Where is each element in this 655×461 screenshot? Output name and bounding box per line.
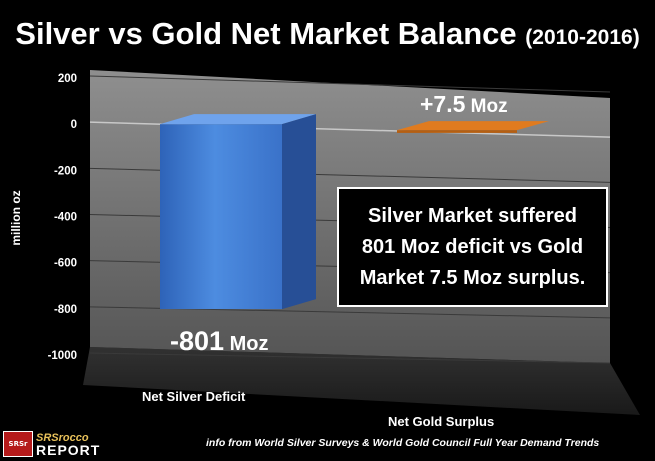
bar-gold-surplus: [397, 121, 549, 131]
annotation-line-3: Market 7.5 Moz surplus.: [359, 267, 586, 289]
title-main: Silver vs Gold Net Market Balance: [15, 16, 517, 51]
y-tick-label: -1000: [48, 350, 77, 362]
y-tick-label: -400: [54, 212, 77, 224]
floor: [83, 347, 640, 415]
logo-badge: SRSr: [3, 431, 33, 457]
chart-text: 200 0 -200 -400 -600 -800 -1000 million oz -801 …: [9, 73, 508, 429]
gridline: [89, 75, 611, 93]
bar-side-silver: [282, 114, 316, 310]
logo-line-2: REPORT: [36, 442, 101, 458]
bar-silver-deficit: [160, 124, 282, 310]
title-period: (2010-2016): [525, 26, 640, 49]
gridline: [89, 352, 611, 364]
bar-front-gold: [397, 130, 517, 133]
bar-top-silver: [160, 114, 316, 125]
annotation-box: Silver Market suffered 801 Moz deficit v…: [337, 187, 608, 307]
annotation-line-1: Silver Market suffered: [368, 205, 577, 227]
bars: [160, 114, 549, 310]
y-axis-label: million oz: [9, 190, 23, 245]
x-category-label: Net Silver Deficit: [142, 389, 246, 404]
y-tick-label: -600: [54, 258, 77, 270]
y-tick-label: -800: [54, 304, 77, 316]
logo-line-1: SRSrocco: [36, 432, 89, 444]
y-tick-label: 0: [71, 119, 77, 131]
y-tick-label: 200: [58, 73, 77, 85]
srsrocco-logo: SRSr SRSrocco REPORT: [3, 430, 100, 458]
data-label-gold: +7.5 Moz: [420, 91, 508, 117]
y-tick-label: -200: [54, 165, 77, 177]
chart-title: Silver vs Gold Net Market Balance (2010-…: [0, 16, 655, 52]
data-label-silver: -801 Moz: [170, 326, 268, 356]
annotation-line-2: 801 Moz deficit vs Gold: [361, 236, 584, 258]
x-category-label: Net Gold Surplus: [388, 414, 494, 429]
source-note: info from World Silver Surveys & World G…: [206, 437, 600, 449]
